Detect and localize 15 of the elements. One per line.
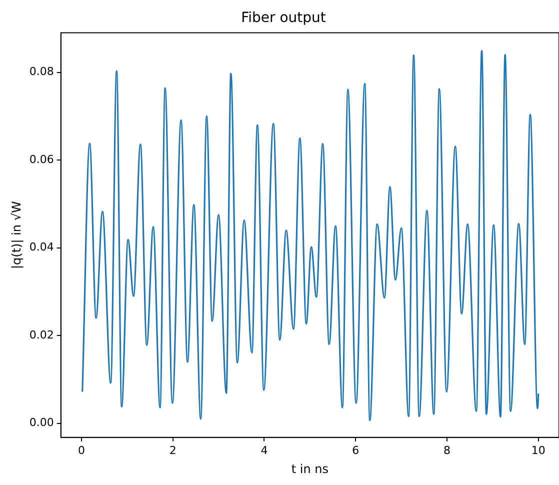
x-tick-label: 6 (352, 444, 360, 457)
x-tick-label: 8 (444, 444, 451, 457)
x-axis-title: t in ns (291, 462, 329, 476)
x-tick-label: 2 (169, 444, 176, 457)
x-tick-label: 0 (78, 444, 85, 457)
y-tick-label: 0.04 (29, 240, 54, 254)
chart-title: Fiber output (241, 10, 326, 26)
y-tick-label: 0.00 (29, 416, 54, 430)
line-series (82, 50, 540, 422)
y-tick-label: 0.02 (29, 328, 54, 342)
y-axis-title: |q(t)| in √W (9, 201, 24, 270)
x-tick-label: 10 (531, 444, 546, 457)
x-tick-label: 4 (260, 444, 268, 457)
y-tick-label: 0.06 (29, 152, 54, 166)
y-tick-label: 0.08 (29, 65, 54, 78)
